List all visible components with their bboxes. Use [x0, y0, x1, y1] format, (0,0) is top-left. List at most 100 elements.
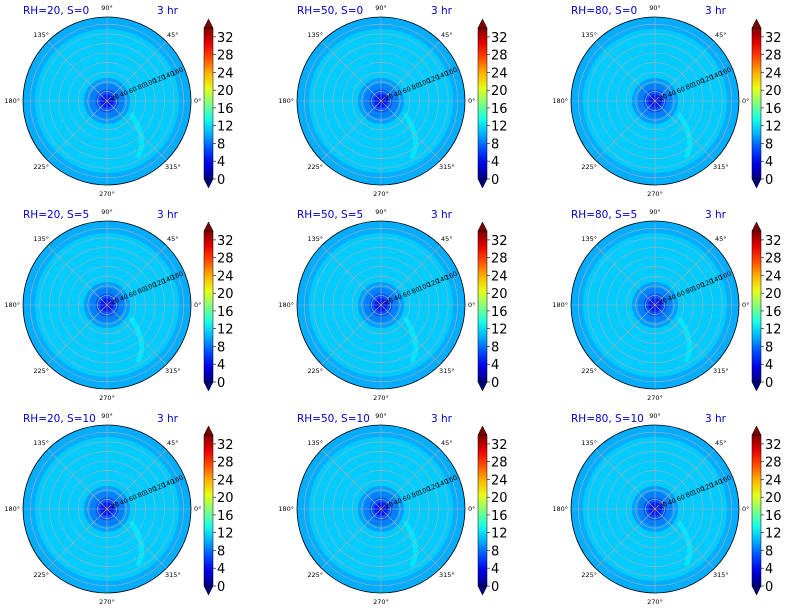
angle-tick-label: 0° [468, 301, 475, 309]
angle-tick-label: 270° [373, 394, 389, 402]
angle-tick-label: 180° [4, 97, 20, 105]
angle-tick-label: 270° [99, 190, 115, 198]
angle-tick-label: 180° [278, 97, 294, 105]
angular-gridline [654, 245, 715, 306]
angle-tick-label: 90° [101, 4, 113, 12]
angle-tick-label: 45° [441, 31, 453, 39]
angle-tick-label: 135° [33, 31, 49, 39]
angle-tick-label: 0° [194, 97, 201, 105]
radial-tick-label: 20 [384, 500, 395, 511]
angle-tick-label: 180° [4, 505, 20, 513]
colorbar-tick-label: 28 [765, 456, 782, 471]
colorbar-tick-label: 8 [491, 545, 499, 560]
colorbar-body [203, 434, 214, 587]
angular-gridline [47, 449, 108, 510]
colorbar-tick-label: 0 [765, 173, 773, 188]
angular-gridline [595, 508, 656, 569]
colorbar-tick-label: 20 [765, 84, 782, 99]
angle-tick-label: 315° [439, 163, 455, 171]
angle-tick-label: 90° [649, 412, 661, 420]
colorbar-tick-label: 24 [217, 66, 234, 81]
angle-tick-label: 0° [194, 301, 201, 309]
angle-tick-label: 90° [649, 4, 661, 12]
angle-tick-label: 270° [99, 598, 115, 606]
angular-gridline [654, 508, 715, 569]
colorbar-tick-label: 8 [765, 341, 773, 356]
colorbar-tick-label: 20 [217, 84, 234, 99]
polar-outline [296, 16, 466, 186]
angular-gridline [380, 304, 441, 365]
colorbar-tick-label: 8 [765, 138, 773, 153]
angular-gridline [595, 245, 656, 306]
polar-outline [22, 220, 192, 390]
angle-tick-label: 225° [581, 163, 597, 171]
colorbar-tick-label: 4 [491, 358, 499, 373]
colorbar-extend-top [203, 425, 214, 436]
angle-tick-label: 135° [307, 439, 323, 447]
panel-time-label: 3 hr [157, 209, 179, 221]
angular-gridline [106, 508, 167, 569]
radial-tick-label: 40 [119, 89, 130, 100]
colorbar-tick-label: 0 [491, 580, 499, 595]
panel-title: RH=50, S=0 [297, 5, 363, 17]
colorbar-extend-top [203, 18, 214, 29]
angle-tick-label: 90° [649, 208, 661, 216]
colorbar-tick-label: 4 [765, 358, 773, 373]
angle-tick-label: 315° [165, 163, 181, 171]
polar-outline [22, 424, 192, 594]
colorbar-tick-label: 24 [491, 473, 508, 488]
polar-panel: 90°45°0°315°270°225°180°135°204060801001… [552, 4, 749, 198]
angular-gridline [595, 304, 656, 365]
angle-tick-label: 315° [439, 571, 455, 579]
polar-panel: 90°45°0°315°270°225°180°135°204060801001… [4, 208, 201, 402]
colorbar-tick-label: 24 [491, 269, 508, 284]
angle-tick-label: 270° [99, 394, 115, 402]
colorbar-tick-label: 28 [765, 49, 782, 64]
panel-title: RH=50, S=5 [297, 209, 363, 221]
colorbar-extend-top [751, 425, 762, 436]
angle-tick-label: 315° [439, 367, 455, 375]
angular-gridline [321, 245, 382, 306]
angle-tick-label: 135° [307, 31, 323, 39]
colorbar-tick-label: 20 [491, 84, 508, 99]
angular-gridline [380, 41, 441, 102]
angle-tick-label: 0° [742, 505, 749, 513]
colorbar-body [751, 27, 762, 180]
angle-tick-label: 135° [581, 31, 597, 39]
radial-tick-label: 60 [401, 493, 412, 504]
colorbar-tick-label: 20 [765, 491, 782, 506]
colorbar-tick-label: 32 [765, 438, 782, 453]
angle-tick-label: 90° [375, 412, 387, 420]
radial-tick-label: 40 [393, 497, 404, 508]
colorbar-tick-label: 28 [217, 49, 234, 64]
colorbar-tick-label: 28 [491, 456, 508, 471]
polar-panel: 90°45°0°315°270°225°180°135°204060801001… [278, 4, 475, 198]
polar-outline [570, 220, 740, 390]
colorbar-tick-label: 16 [491, 102, 508, 117]
angle-tick-label: 135° [33, 235, 49, 243]
colorbar-body [751, 230, 762, 383]
radial-tick-label: 60 [127, 289, 138, 300]
colorbar: 0 4 8 12 16 20 24 28 32 [751, 221, 782, 392]
angle-tick-label: 90° [101, 208, 113, 216]
colorbar-tick-label: 16 [217, 509, 234, 524]
radial-tick-label: 40 [667, 293, 678, 304]
radial-tick-label: 20 [110, 92, 121, 103]
colorbar-tick-label: 24 [765, 66, 782, 81]
angular-gridline [654, 41, 715, 102]
angle-tick-label: 90° [375, 208, 387, 216]
polar-panel: 90°45°0°315°270°225°180°135°204060801001… [4, 412, 201, 606]
polar-outline [570, 16, 740, 186]
colorbar-tick-label: 32 [491, 234, 508, 249]
angular-gridline [380, 508, 441, 569]
colorbar-extend-top [203, 221, 214, 232]
colorbar-extend-bottom [751, 178, 762, 189]
colorbar-tick-label: 8 [491, 138, 499, 153]
angle-tick-label: 225° [33, 163, 49, 171]
angular-gridline [321, 508, 382, 569]
colorbar-tick-label: 32 [217, 438, 234, 453]
panel-time-label: 3 hr [431, 5, 453, 17]
colorbar-tick-label: 12 [491, 323, 508, 338]
colorbar: 0 4 8 12 16 20 24 28 32 [751, 425, 782, 596]
angle-tick-label: 225° [307, 163, 323, 171]
